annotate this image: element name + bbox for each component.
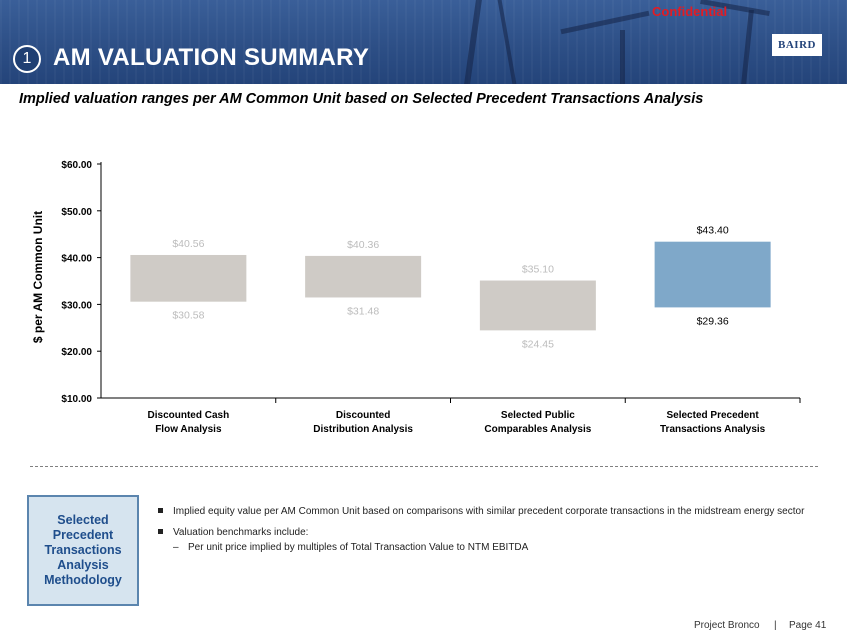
x-tick-label: Flow Analysis [155,424,222,435]
y-tick-label: $50.00 [61,207,92,218]
square-bullet-icon [158,508,163,513]
methodology-bullets: Implied equity value per AM Common Unit … [158,505,808,562]
y-tick-label: $20.00 [61,347,92,358]
dashed-divider [30,466,818,467]
bullet-item: Valuation benchmarks include: – Per unit… [158,526,808,554]
footer-project-name: Project Bronco [694,620,760,631]
data-label-low: $30.58 [172,310,204,322]
data-label-low: $31.48 [347,305,379,317]
sub-bullet-item: – Per unit price implied by multiples of… [173,541,808,554]
x-tick-label: Selected Precedent [666,410,759,421]
oil-rig-silhouette [620,30,625,84]
x-tick-label: Selected Public [501,410,575,421]
x-tick-label: Transactions Analysis [660,424,766,435]
y-tick-label: $10.00 [61,394,92,405]
data-label-high: $35.10 [522,264,554,276]
baird-logo: BAIRD [772,34,822,56]
data-label-high: $40.36 [347,239,379,251]
header-banner [0,0,847,84]
x-tick-label: Distribution Analysis [313,424,413,435]
dash-bullet-icon: – [173,542,179,553]
y-tick-label: $30.00 [61,300,92,311]
valuation-range-chart: $10.00 $20.00 $30.00 $40.00 $50.00 $60.00 $ pe… [31,160,801,435]
data-label-low: $24.45 [522,338,554,350]
data-label-high: $40.56 [172,238,204,250]
x-tick-label: Discounted [336,410,390,421]
range-bar [479,280,596,331]
range-bar [305,255,422,298]
sub-bullet-text: Per unit price implied by multiples of T… [188,542,529,553]
x-tick-label: Comparables Analysis [484,424,591,435]
range-bar [654,241,771,308]
y-tick-label: $40.00 [61,254,92,265]
bullet-text: Implied equity value per AM Common Unit … [173,506,805,517]
page-title: AM VALUATION SUMMARY [53,44,370,71]
confidential-label: Confidential [652,4,728,19]
bullet-text: Valuation benchmarks include: [173,527,309,538]
methodology-box: Selected Precedent Transactions Analysis… [27,495,139,606]
footer-page-number: Page 41 [789,620,827,631]
range-bar [130,254,247,302]
y-axis-label: $ per AM Common Unit [31,211,45,343]
x-tick-label: Discounted Cash [148,410,230,421]
footer-separator: | [774,620,777,631]
header-background-texture [0,0,847,84]
chart-subtitle: Implied valuation ranges per AM Common U… [19,91,704,107]
bullet-item: Implied equity value per AM Common Unit … [158,505,808,518]
section-number-badge: 1 [13,45,41,73]
methodology-box-label: Selected Precedent Transactions Analysis… [44,513,122,587]
data-label-low: $29.36 [697,315,729,327]
square-bullet-icon [158,529,163,534]
y-tick-label: $60.00 [61,160,92,171]
data-label-high: $43.40 [697,225,729,237]
